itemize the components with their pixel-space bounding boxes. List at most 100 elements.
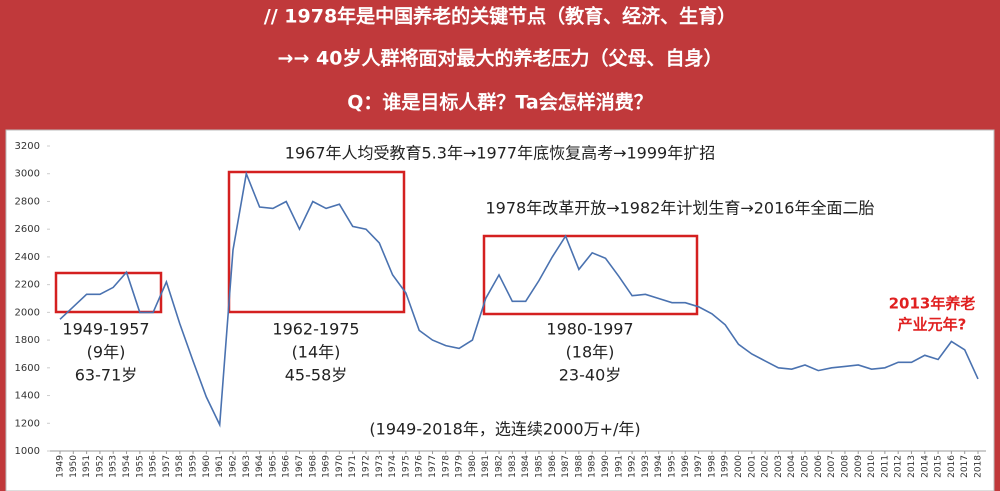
x-tick-label: 2011 bbox=[880, 455, 890, 478]
callout: 产业元年? bbox=[898, 316, 967, 334]
x-tick-label: 2009 bbox=[854, 455, 864, 478]
x-tick-label: 1957 bbox=[162, 455, 172, 478]
x-tick-label: 2007 bbox=[827, 455, 837, 478]
y-tick-label: 2200 bbox=[15, 280, 40, 291]
x-tick-label: 1995 bbox=[668, 455, 678, 478]
x-tick-label: 1963 bbox=[242, 455, 252, 478]
x-tick-label: 1955 bbox=[135, 455, 145, 478]
x-tick-label: 1958 bbox=[175, 455, 185, 478]
x-tick-label: 1971 bbox=[348, 455, 358, 478]
x-tick-label: 1999 bbox=[721, 455, 731, 478]
highlight-label: (18年) bbox=[566, 343, 615, 362]
x-tick-label: 2002 bbox=[761, 455, 771, 478]
y-tick-label: 1600 bbox=[15, 363, 40, 374]
header-line: // 1978年是中国养老的关键节点（教育、经济、生育） bbox=[264, 5, 736, 28]
x-tick-label: 1969 bbox=[322, 455, 332, 478]
x-tick-label: 2001 bbox=[747, 455, 757, 478]
x-tick-label: 2013 bbox=[907, 455, 917, 478]
x-tick-label: 1975 bbox=[401, 455, 411, 478]
x-tick-label: 1956 bbox=[149, 455, 159, 478]
highlight-label: 1962-1975 bbox=[272, 320, 359, 339]
y-tick-label: 2800 bbox=[15, 196, 40, 207]
y-tick-label: 1200 bbox=[15, 418, 40, 429]
x-tick-label: 1994 bbox=[654, 455, 664, 478]
x-tick-label: 1978 bbox=[441, 455, 451, 478]
x-tick-label: 1982 bbox=[495, 455, 505, 478]
x-tick-label: 1954 bbox=[122, 455, 132, 478]
x-tick-label: 1984 bbox=[521, 455, 531, 478]
y-tick-label: 1400 bbox=[15, 391, 40, 402]
highlight-label: 23-40岁 bbox=[559, 366, 622, 385]
highlight-label: (9年) bbox=[87, 343, 126, 362]
highlight-label: 45-58岁 bbox=[285, 366, 348, 385]
x-tick-label: 2006 bbox=[814, 455, 824, 478]
x-tick-label: 1974 bbox=[388, 455, 398, 478]
x-tick-label: 1992 bbox=[628, 455, 638, 478]
x-tick-label: 1950 bbox=[69, 455, 79, 478]
y-tick-label: 1000 bbox=[15, 446, 40, 457]
x-tick-label: 1988 bbox=[574, 455, 584, 478]
x-tick-label: 1964 bbox=[255, 455, 265, 478]
x-tick-label: 1952 bbox=[95, 455, 105, 478]
annotation: 1978年改革开放→1982年计划生育→2016年全面二胎 bbox=[486, 199, 875, 218]
x-tick-label: 2012 bbox=[894, 455, 904, 478]
y-tick-label: 2600 bbox=[15, 224, 40, 235]
x-tick-label: 1991 bbox=[614, 455, 624, 478]
highlight-label: 1949-1957 bbox=[62, 320, 149, 339]
annotation: 1967年人均受教育5.3年→1977年底恢复高考→1999年扩招 bbox=[285, 144, 715, 163]
x-tick-label: 1949 bbox=[56, 455, 66, 478]
x-tick-label: 1953 bbox=[109, 455, 119, 478]
x-tick-label: 1960 bbox=[202, 455, 212, 478]
x-tick-label: 1985 bbox=[534, 455, 544, 478]
highlight-label: (14年) bbox=[292, 343, 341, 362]
x-tick-label: 1962 bbox=[228, 455, 238, 478]
x-tick-label: 1989 bbox=[588, 455, 598, 478]
x-tick-label: 2005 bbox=[801, 455, 811, 478]
annotation: (1949-2018年，选连续2000万+/年) bbox=[369, 420, 640, 439]
x-tick-label: 1981 bbox=[481, 455, 491, 478]
header-line: →→ 40岁人群将面对最大的养老压力（父母、自身） bbox=[278, 47, 723, 70]
x-tick-label: 2018 bbox=[974, 455, 984, 478]
y-tick-label: 1800 bbox=[15, 335, 40, 346]
x-tick-label: 2017 bbox=[960, 455, 970, 478]
x-tick-label: 1968 bbox=[308, 455, 318, 478]
x-tick-label: 1961 bbox=[215, 455, 225, 478]
x-tick-label: 1976 bbox=[415, 455, 425, 478]
x-tick-label: 2010 bbox=[867, 455, 877, 478]
chart-panel bbox=[5, 129, 995, 491]
y-tick-label: 3200 bbox=[15, 141, 40, 152]
x-tick-label: 1979 bbox=[455, 455, 465, 478]
x-tick-label: 1972 bbox=[362, 455, 372, 478]
x-tick-label: 2003 bbox=[774, 455, 784, 478]
x-tick-label: 2004 bbox=[787, 455, 797, 478]
line-series bbox=[59, 170, 979, 428]
x-tick-label: 1993 bbox=[641, 455, 651, 478]
x-tick-label: 1959 bbox=[189, 455, 199, 478]
x-tick-label: 1990 bbox=[601, 455, 611, 478]
callout: 2013年养老 bbox=[889, 295, 976, 313]
highlight-label: 63-71岁 bbox=[75, 366, 138, 385]
y-tick-label: 3000 bbox=[15, 169, 40, 180]
x-tick-label: 1965 bbox=[268, 455, 278, 478]
x-tick-label: 2016 bbox=[947, 455, 957, 478]
x-tick-label: 1970 bbox=[335, 455, 345, 478]
x-tick-label: 1986 bbox=[548, 455, 558, 478]
x-tick-label: 1980 bbox=[468, 455, 478, 478]
x-tick-label: 2014 bbox=[920, 455, 930, 478]
x-tick-label: 1983 bbox=[508, 455, 518, 478]
highlight-label: 1980-1997 bbox=[546, 320, 633, 339]
x-tick-label: 1967 bbox=[295, 455, 305, 478]
x-tick-label: 1951 bbox=[82, 455, 92, 478]
x-tick-label: 2015 bbox=[934, 455, 944, 478]
x-tick-label: 1987 bbox=[561, 455, 571, 478]
x-tick-label: 1997 bbox=[694, 455, 704, 478]
highlight-box bbox=[482, 234, 699, 316]
highlight-box bbox=[227, 170, 406, 314]
x-tick-label: 1998 bbox=[707, 455, 717, 478]
x-tick-label: 1966 bbox=[282, 455, 292, 478]
x-tick-label: 1977 bbox=[428, 455, 438, 478]
x-tick-label: 1973 bbox=[375, 455, 385, 478]
x-tick-label: 2008 bbox=[840, 455, 850, 478]
y-tick-label: 2400 bbox=[15, 252, 40, 263]
